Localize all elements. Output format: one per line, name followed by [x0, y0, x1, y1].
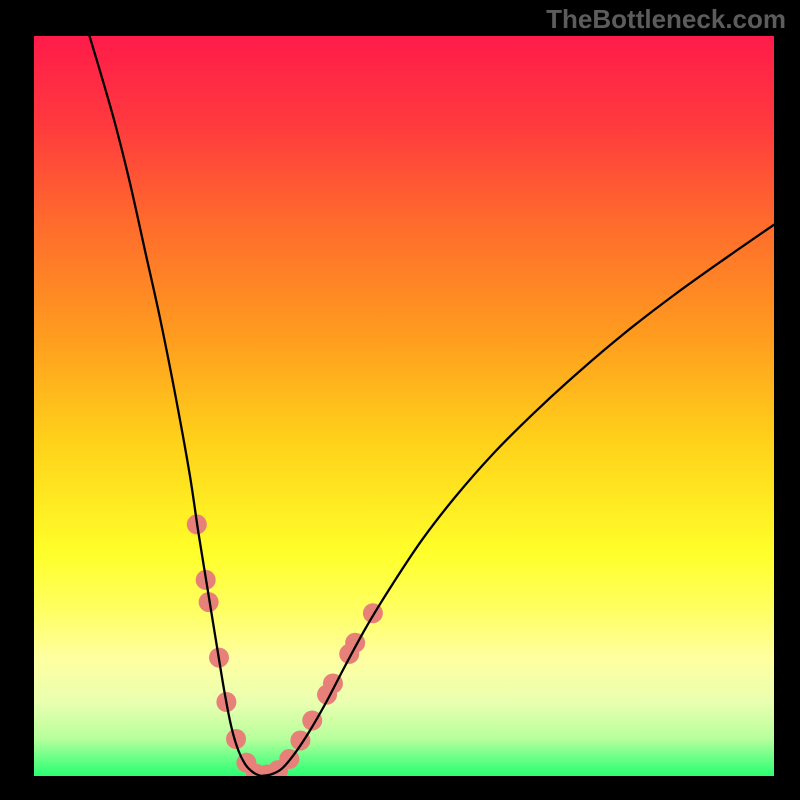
plot-area	[34, 36, 774, 776]
curve-overlay	[34, 36, 774, 776]
curve-left	[90, 36, 261, 776]
watermark-text: TheBottleneck.com	[546, 4, 786, 35]
curve-right	[260, 225, 774, 776]
chart-frame: TheBottleneck.com	[0, 0, 800, 800]
